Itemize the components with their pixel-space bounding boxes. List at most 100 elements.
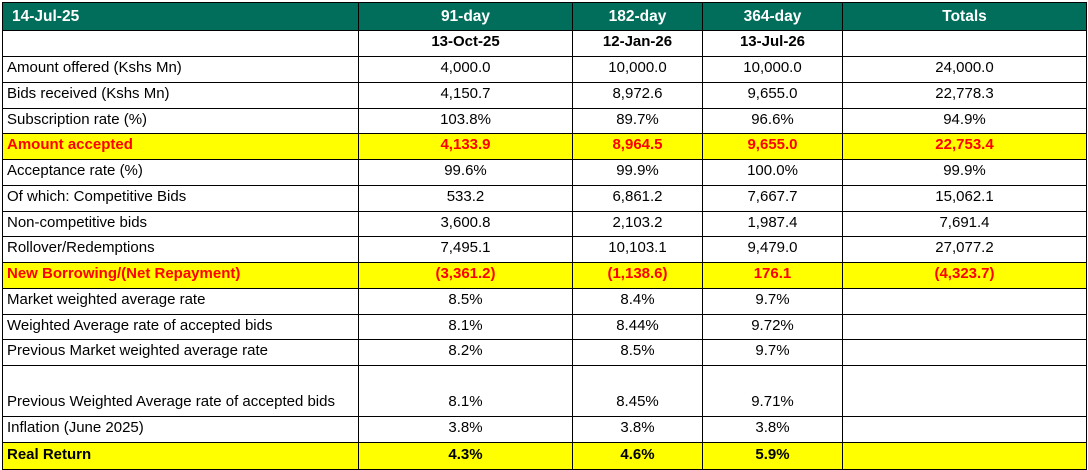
table-row: Rollover/Redemptions 7,495.1 10,103.1 9,479…: [2, 236, 1087, 263]
row-label: Market weighted average rate: [2, 287, 359, 315]
value-date-blank: [2, 30, 359, 57]
cell-364-day: 10,000.0: [702, 56, 843, 83]
cell-364-day: 1,987.4: [702, 210, 843, 238]
table-row: Of which: Competitive Bids 533.2 6,861.2 7,…: [2, 184, 1087, 212]
cell-91-day: 3,600.8: [358, 210, 573, 238]
table-row: Real Return 4.3% 4.6% 5.9%: [2, 441, 1087, 470]
cell-totals: [842, 287, 1087, 315]
table-row: Market weighted average rate 8.5% 8.4% 9.7%: [2, 287, 1087, 315]
cell-182-day: 99.9%: [572, 159, 703, 186]
cell-91-day: 4,133.9: [358, 133, 573, 160]
row-label: Acceptance rate (%): [2, 159, 359, 186]
table-row: Previous Weighted Average rate of accept…: [2, 365, 1087, 417]
cell-182-day: 8.44%: [572, 313, 703, 341]
cell-364-day: 9.7%: [702, 339, 843, 366]
row-label: Non-competitive bids: [2, 210, 359, 238]
cell-91-day: 8.1%: [358, 365, 573, 417]
table-row: Inflation (June 2025) 3.8% 3.8% 3.8%: [2, 416, 1087, 443]
cell-totals: [842, 441, 1087, 470]
cell-182-day: 8.4%: [572, 287, 703, 315]
row-label: Amount offered (Kshs Mn): [2, 56, 359, 83]
cell-totals: 99.9%: [842, 159, 1087, 186]
cell-totals: 15,062.1: [842, 184, 1087, 212]
column-header-364-day: 364-day: [702, 2, 843, 31]
cell-91-day: 8.5%: [358, 287, 573, 315]
cell-364-day: 9,479.0: [702, 236, 843, 263]
cell-364-day: 9.72%: [702, 313, 843, 341]
cell-182-day: 8,972.6: [572, 81, 703, 109]
cell-364-day: 96.6%: [702, 107, 843, 135]
table-row: Subscription rate (%) 103.8% 89.7% 96.6% 94.…: [2, 107, 1087, 135]
cell-364-day: 5.9%: [702, 441, 843, 470]
cell-182-day: 89.7%: [572, 107, 703, 135]
cell-364-day: 7,667.7: [702, 184, 843, 212]
table-body: Amount offered (Kshs Mn) 4,000.0 10,000.0 1…: [2, 56, 1087, 470]
cell-totals: 27,077.2: [842, 236, 1087, 263]
row-label: Previous Market weighted average rate: [2, 339, 359, 366]
cell-totals: [842, 365, 1087, 417]
cell-91-day: 8.2%: [358, 339, 573, 366]
cell-totals: 22,778.3: [842, 81, 1087, 109]
cell-91-day: 3.8%: [358, 416, 573, 443]
table-row: Amount accepted 4,133.9 8,964.5 9,655.0 22,7…: [2, 133, 1087, 160]
table-row: New Borrowing/(Net Repayment) (3,361.2) (1…: [2, 262, 1087, 289]
row-label: Rollover/Redemptions: [2, 236, 359, 263]
cell-182-day: 10,000.0: [572, 56, 703, 83]
row-label: Real Return: [2, 441, 359, 470]
row-label: Of which: Competitive Bids: [2, 184, 359, 212]
cell-182-day: 3.8%: [572, 416, 703, 443]
cell-totals: [842, 313, 1087, 341]
row-label: Amount accepted: [2, 133, 359, 160]
row-label: Bids received (Kshs Mn): [2, 81, 359, 109]
cell-364-day: 100.0%: [702, 159, 843, 186]
cell-totals: [842, 339, 1087, 366]
row-label: Weighted Average rate of accepted bids: [2, 313, 359, 341]
table-row: Amount offered (Kshs Mn) 4,000.0 10,000.0 1…: [2, 56, 1087, 83]
cell-91-day: 4,000.0: [358, 56, 573, 83]
cell-364-day: 9,655.0: [702, 133, 843, 160]
table-row: Bids received (Kshs Mn) 4,150.7 8,972.6 9,6…: [2, 81, 1087, 109]
cell-182-day: 8,964.5: [572, 133, 703, 160]
cell-182-day: 6,861.2: [572, 184, 703, 212]
value-date-totals: [842, 30, 1087, 57]
cell-364-day: 9,655.0: [702, 81, 843, 109]
cell-182-day: (1,138.6): [572, 262, 703, 289]
table-row: Non-competitive bids 3,600.8 2,103.2 1,987.…: [2, 210, 1087, 238]
cell-182-day: 4.6%: [572, 441, 703, 470]
cell-totals: 94.9%: [842, 107, 1087, 135]
value-date-91-day: 13-Oct-25: [358, 30, 573, 57]
cell-182-day: 8.5%: [572, 339, 703, 366]
cell-91-day: 7,495.1: [358, 236, 573, 263]
cell-91-day: (3,361.2): [358, 262, 573, 289]
cell-182-day: 2,103.2: [572, 210, 703, 238]
cell-364-day: 176.1: [702, 262, 843, 289]
cell-182-day: 8.45%: [572, 365, 703, 417]
row-label: Previous Weighted Average rate of accept…: [2, 365, 359, 417]
value-date-364-day: 13-Jul-26: [702, 30, 843, 57]
table-row: Acceptance rate (%) 99.6% 99.9% 100.0% 99.9%: [2, 159, 1087, 186]
report-date-header: 14-Jul-25: [2, 2, 359, 31]
table-row: Previous Market weighted average rate 8.2…: [2, 339, 1087, 366]
cell-totals: 24,000.0: [842, 56, 1087, 83]
column-header-91-day: 91-day: [358, 2, 573, 31]
table-row: Weighted Average rate of accepted bids 8.…: [2, 313, 1087, 341]
cell-364-day: 9.7%: [702, 287, 843, 315]
value-date-row: 13-Oct-25 12-Jan-26 13-Jul-26: [2, 30, 1087, 57]
cell-91-day: 4.3%: [358, 441, 573, 470]
row-label: Subscription rate (%): [2, 107, 359, 135]
cell-364-day: 3.8%: [702, 416, 843, 443]
value-date-182-day: 12-Jan-26: [572, 30, 703, 57]
cell-364-day: 9.71%: [702, 365, 843, 417]
cell-totals: (4,323.7): [842, 262, 1087, 289]
cell-totals: [842, 416, 1087, 443]
cell-totals: 7,691.4: [842, 210, 1087, 238]
row-label: New Borrowing/(Net Repayment): [2, 262, 359, 289]
column-header-totals: Totals: [842, 2, 1087, 31]
cell-91-day: 533.2: [358, 184, 573, 212]
header-row: 14-Jul-25 91-day 182-day 364-day Totals: [2, 2, 1087, 31]
column-header-182-day: 182-day: [572, 2, 703, 31]
cell-91-day: 4,150.7: [358, 81, 573, 109]
cell-91-day: 103.8%: [358, 107, 573, 135]
